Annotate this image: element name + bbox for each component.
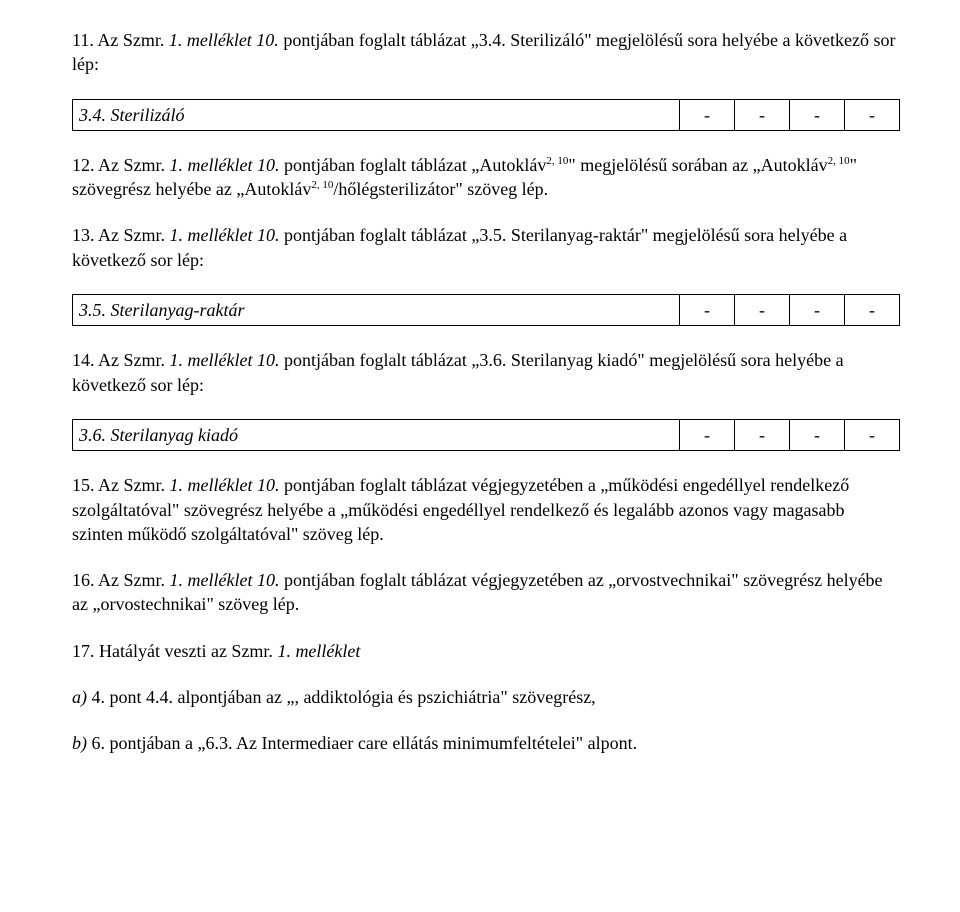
p12-mid2: " megjelölésű sorában az „Autokláv [568, 155, 827, 175]
paragraph-13: 13. Az Szmr. 1. melléklet 10. pontjában … [72, 223, 900, 272]
table-36-c3: - [790, 419, 845, 450]
p13-prefix: 13. Az Szmr. [72, 225, 170, 245]
pa-rest: 4. pont 4.4. alpontjában az „, addiktoló… [87, 687, 596, 707]
paragraph-16: 16. Az Szmr. 1. melléklet 10. pontjában … [72, 568, 900, 617]
paragraph-17: 17. Hatályát veszti az Szmr. 1. mellékle… [72, 639, 900, 663]
p11-prefix: 11. Az Szmr. [72, 30, 169, 50]
p16-prefix: 16. Az Szmr. [72, 570, 170, 590]
p17-italic: 1. melléklet [277, 641, 360, 661]
p15-italic: 1. melléklet 10. [170, 475, 280, 495]
table-row: 3.6. Sterilanyag kiadó - - - - [73, 419, 900, 450]
p12-italic: 1. melléklet 10. [170, 155, 280, 175]
p12-sup2: 2, 10 [828, 155, 850, 167]
table-36-label: 3.6. Sterilanyag kiadó [73, 419, 680, 450]
paragraph-a: a) 4. pont 4.4. alpontjában az „, addikt… [72, 685, 900, 709]
p11-italic: 1. melléklet 10. [169, 30, 279, 50]
table-35: 3.5. Sterilanyag-raktár - - - - [72, 294, 900, 326]
table-36-c2: - [735, 419, 790, 450]
pa-italic: a) [72, 687, 87, 707]
p14-prefix: 14. Az Szmr. [72, 350, 170, 370]
table-35-c1: - [680, 295, 735, 326]
table-36: 3.6. Sterilanyag kiadó - - - - [72, 419, 900, 451]
table-35-c4: - [845, 295, 900, 326]
table-35-label: 3.5. Sterilanyag-raktár [73, 295, 680, 326]
p13-italic: 1. melléklet 10. [170, 225, 280, 245]
table-34: 3.4. Sterilizáló - - - - [72, 99, 900, 131]
paragraph-15: 15. Az Szmr. 1. melléklet 10. pontjában … [72, 473, 900, 546]
table-34-c4: - [845, 99, 900, 130]
table-34-c1: - [680, 99, 735, 130]
paragraph-11: 11. Az Szmr. 1. melléklet 10. pontjában … [72, 28, 900, 77]
p12-prefix: 12. Az Szmr. [72, 155, 170, 175]
paragraph-14: 14. Az Szmr. 1. melléklet 10. pontjában … [72, 348, 900, 397]
p15-prefix: 15. Az Szmr. [72, 475, 170, 495]
paragraph-12: 12. Az Szmr. 1. melléklet 10. pontjában … [72, 153, 900, 202]
p17-prefix: 17. Hatályát veszti az Szmr. [72, 641, 277, 661]
p14-italic: 1. melléklet 10. [170, 350, 280, 370]
p12-rest: /hőlégsterilizátor" szöveg lép. [333, 179, 548, 199]
table-34-c2: - [735, 99, 790, 130]
table-36-c1: - [680, 419, 735, 450]
table-row: 3.5. Sterilanyag-raktár - - - - [73, 295, 900, 326]
table-35-c3: - [790, 295, 845, 326]
pb-rest: 6. pontjában a „6.3. Az Intermediaer car… [87, 733, 637, 753]
table-34-c3: - [790, 99, 845, 130]
table-36-c4: - [845, 419, 900, 450]
p12-mid1: pontjában foglalt táblázat „Autokláv [279, 155, 546, 175]
table-row: 3.4. Sterilizáló - - - - [73, 99, 900, 130]
table-35-c2: - [735, 295, 790, 326]
table-34-label: 3.4. Sterilizáló [73, 99, 680, 130]
p16-italic: 1. melléklet 10. [170, 570, 280, 590]
p12-sup1: 2, 10 [546, 155, 568, 167]
p12-sup3: 2, 10 [311, 179, 333, 191]
pb-italic: b) [72, 733, 87, 753]
paragraph-b: b) 6. pontjában a „6.3. Az Intermediaer … [72, 731, 900, 755]
